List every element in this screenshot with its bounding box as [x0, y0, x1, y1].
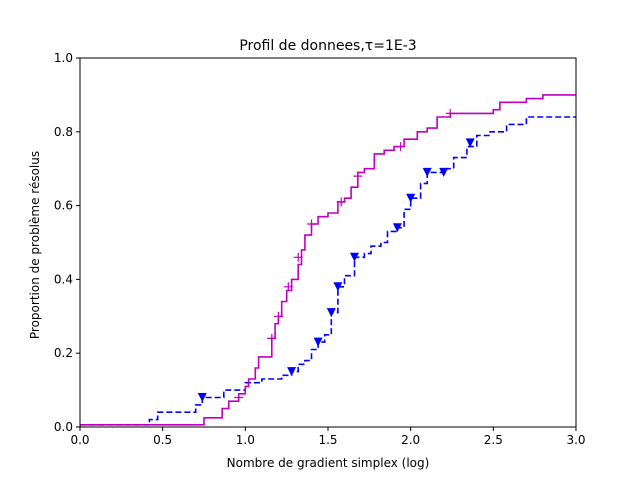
x-tick-label: 3.0 [566, 433, 585, 447]
x-tick-label: 1.0 [236, 433, 255, 447]
data-point-marker [439, 167, 449, 177]
series-line-2 [80, 94, 576, 426]
data-point-marker [326, 308, 336, 318]
data-point-marker [336, 197, 346, 207]
data-point-marker [465, 138, 475, 148]
x-tick-label: 1.5 [318, 433, 337, 447]
data-point-marker [445, 108, 455, 118]
data-point-marker [313, 337, 323, 347]
data-point-marker [350, 252, 359, 262]
data-point-marker [234, 393, 244, 402]
y-axis-ticks: 0.0 0.2 0.4 0.6 0.8 1.0 [54, 51, 80, 434]
data-point-marker [406, 193, 416, 203]
y-tick-label: 0.8 [54, 125, 73, 139]
data-point-marker [267, 333, 277, 343]
data-point-marker [283, 282, 293, 292]
plot-area [79, 57, 577, 428]
data-point-marker [422, 167, 432, 177]
y-tick-label: 1.0 [54, 51, 73, 65]
x-tick-label: 2.5 [484, 433, 503, 447]
y-tick-label: 0.0 [54, 420, 73, 434]
data-point-marker [287, 367, 297, 377]
data-point-marker [293, 252, 303, 262]
x-tick-label: 0.5 [153, 433, 172, 447]
x-tick-label: 2.0 [401, 433, 420, 447]
series-line-1 [80, 116, 576, 426]
y-tick-label: 0.4 [54, 272, 73, 286]
x-axis-label: Nombre de gradient simplex (log) [227, 456, 430, 470]
chart-title: Profil de donnees,τ=1E-3 [239, 38, 416, 54]
data-point-marker [396, 142, 406, 152]
x-tick-label: 0.0 [70, 433, 89, 447]
series-group [80, 94, 576, 426]
data-point-marker [307, 219, 316, 229]
data-point-marker [197, 393, 207, 402]
y-tick-label: 0.2 [54, 346, 73, 360]
axes-frame [79, 57, 577, 428]
y-tick-label: 0.6 [54, 199, 73, 213]
data-point-marker [392, 223, 402, 233]
data-point-marker [333, 282, 343, 292]
x-axis-ticks: 0.0 0.5 1.0 1.5 2.0 2.5 3.0 [70, 427, 586, 447]
data-point-marker [273, 311, 283, 321]
y-axis-label: Proportion de problème résolus [28, 151, 42, 339]
data-point-marker [353, 171, 363, 181]
